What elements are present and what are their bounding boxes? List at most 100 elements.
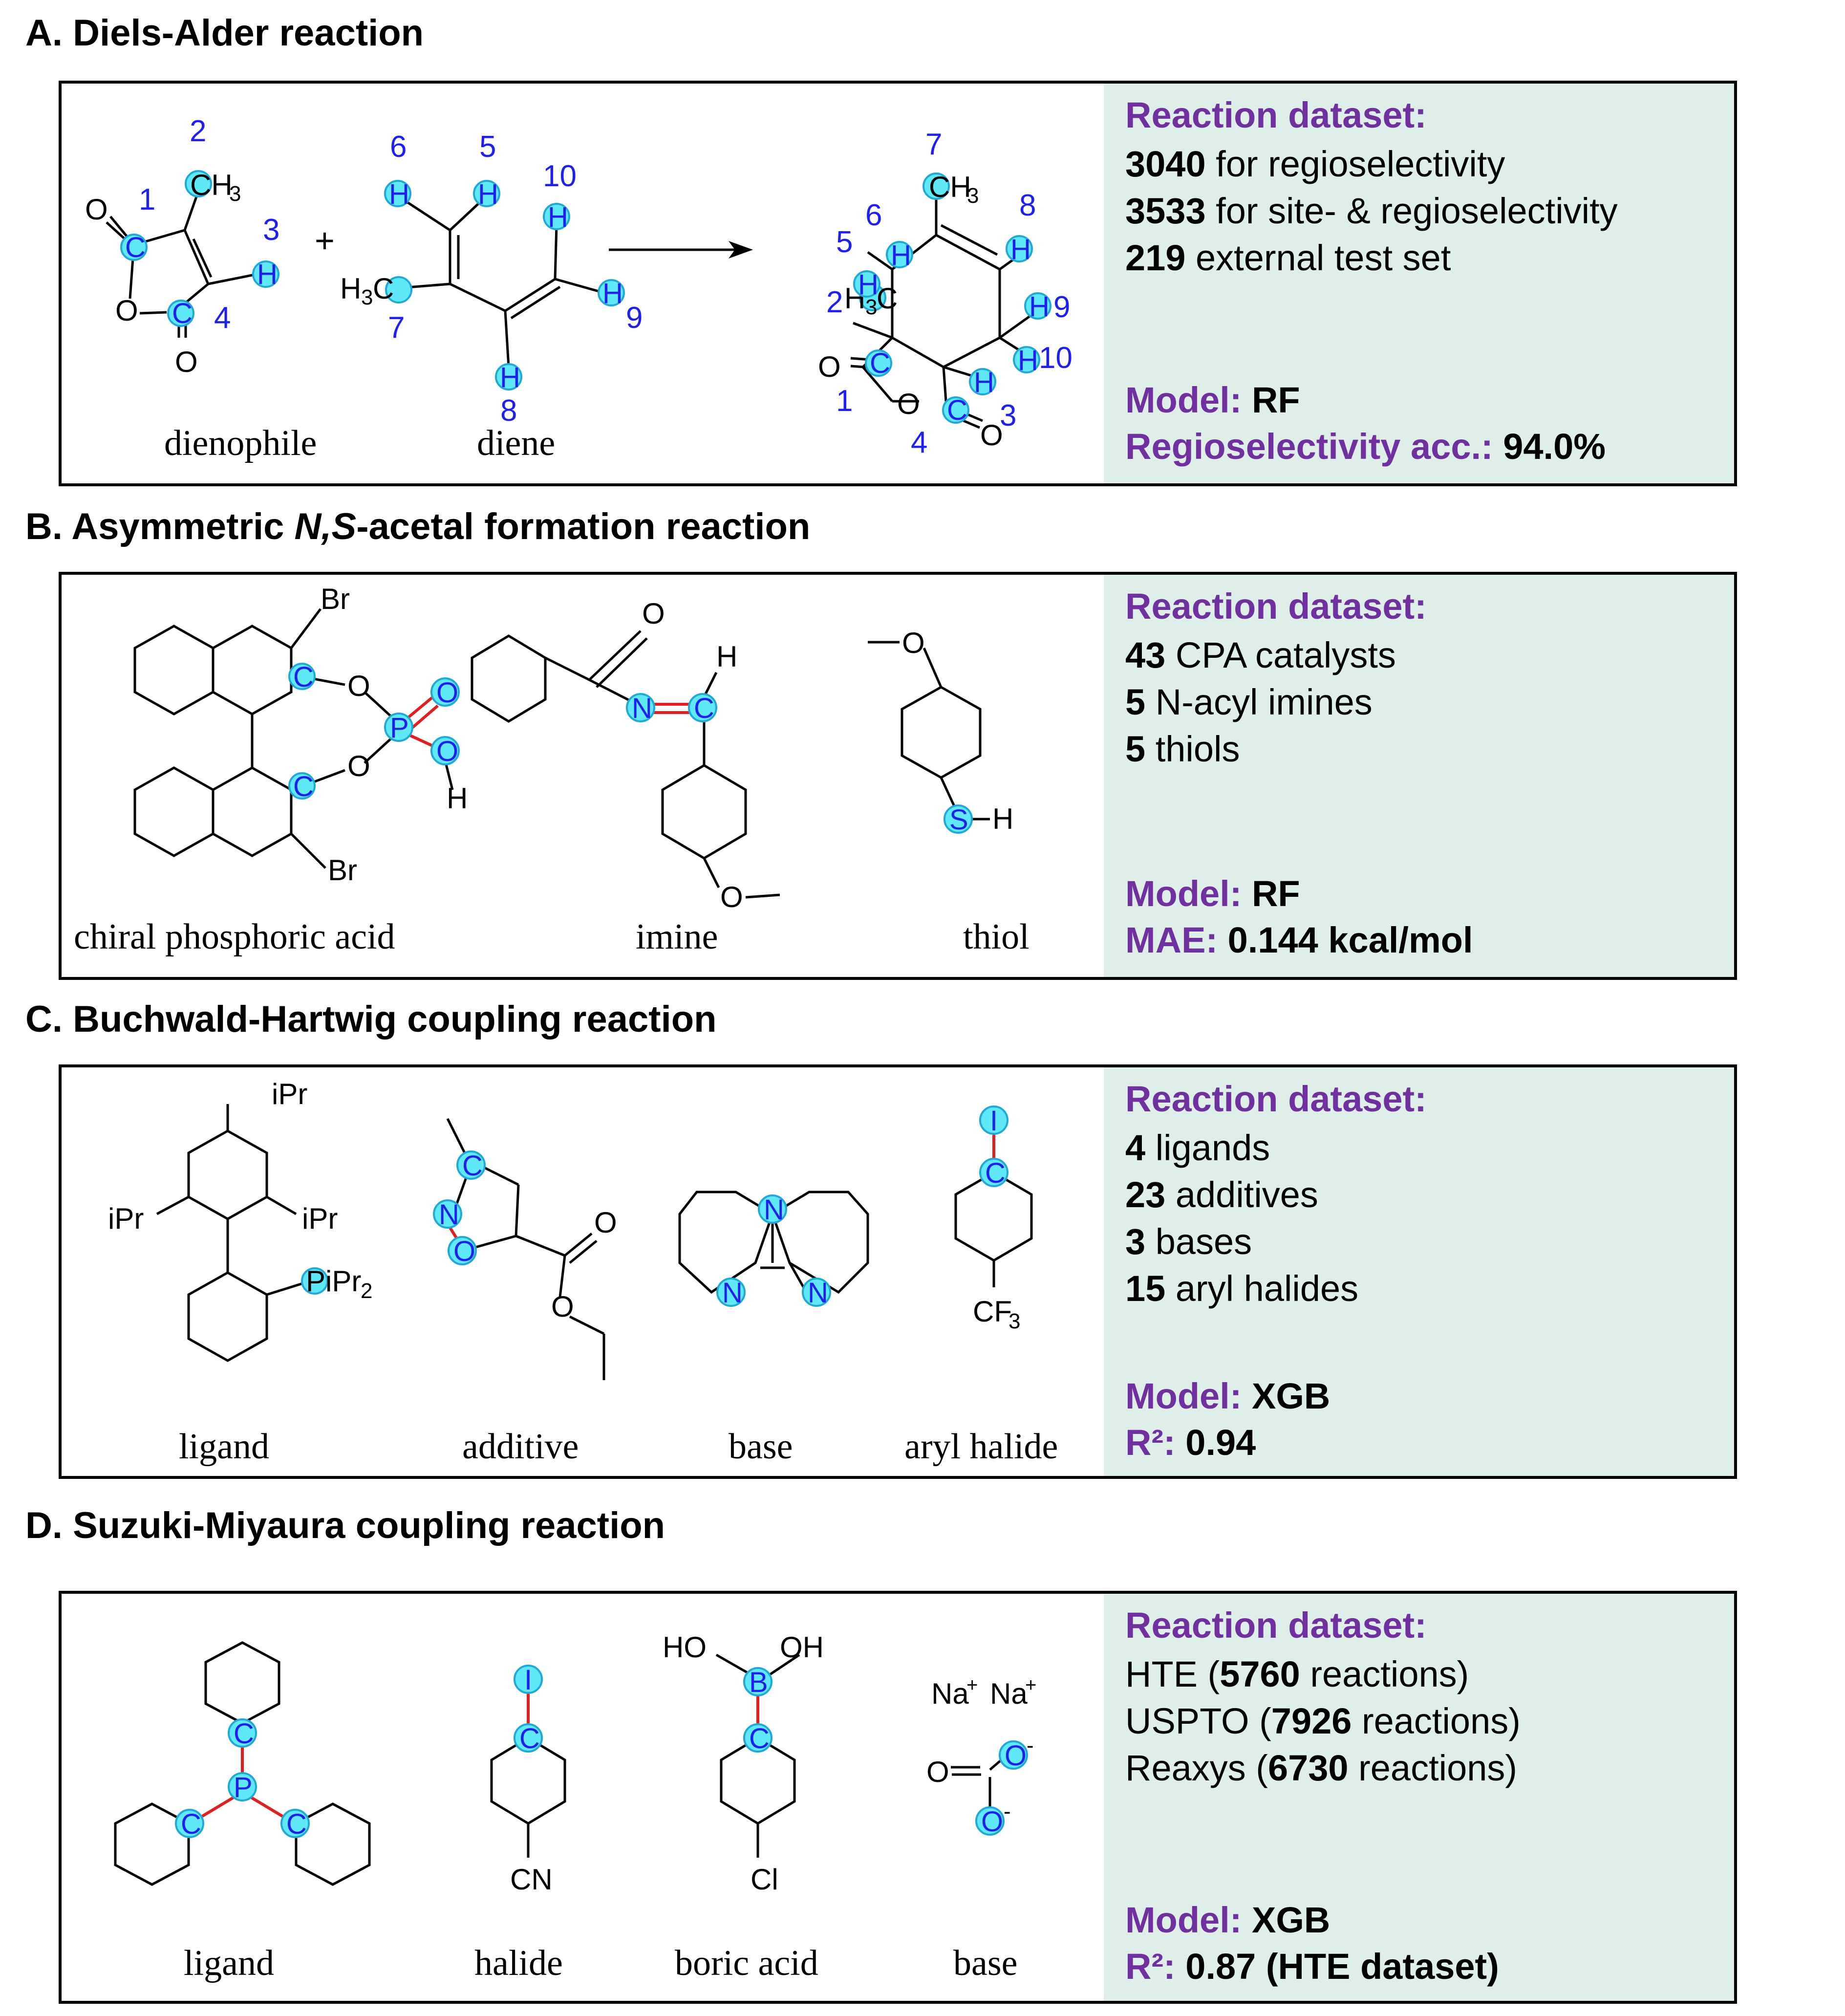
svg-text:Br: Br (328, 854, 357, 887)
model-line: Model: XGB (1125, 1376, 1330, 1416)
svg-text:3: 3 (967, 184, 979, 208)
svg-text:O: O (897, 388, 920, 420)
svg-text:O: O (347, 670, 370, 702)
svg-text:O: O (1005, 1740, 1027, 1772)
svg-text:Na: Na (990, 1677, 1028, 1710)
svg-text:H: H (500, 362, 520, 393)
dataset-line: 5 thiols (1125, 729, 1240, 769)
dataset-line: 4 ligands (1125, 1127, 1270, 1168)
svg-text:C: C (870, 347, 890, 379)
caption-chiral-phosphoric-acid: chiral phosphoric acid (74, 917, 395, 957)
model-line: Model: RF (1125, 873, 1300, 914)
svg-text:iPr: iPr (272, 1078, 307, 1110)
svg-text:7: 7 (388, 311, 405, 345)
dataset-heading: Reaction dataset: (1125, 95, 1427, 135)
dienophile-molecule: C C CH3 H O O O 1 2 3 4 (85, 114, 279, 378)
svg-text:3: 3 (361, 285, 373, 309)
svg-text:C: C (125, 232, 146, 263)
svg-text:3: 3 (229, 182, 241, 206)
bh-base-molecule: N N N (678, 1191, 869, 1309)
section-a-title: A. Diels-Alder reaction (25, 12, 424, 54)
svg-text:H: H (1010, 234, 1031, 265)
svg-text:O: O (642, 597, 665, 630)
additive-molecule: C N O O O (433, 1118, 617, 1380)
svg-text:H: H (340, 272, 361, 305)
caption-dienophile: dienophile (164, 423, 317, 463)
svg-text:P: P (234, 1772, 253, 1803)
dataset-line: 43 CPA catalysts (1125, 635, 1396, 675)
svg-text:O: O (594, 1206, 617, 1239)
caption-base: base (729, 1427, 793, 1467)
svg-text:Br: Br (321, 583, 350, 615)
svg-text:O: O (453, 1236, 475, 1267)
dataset-line: USPTO (7926 reactions) (1125, 1701, 1521, 1741)
svg-text:H: H (1018, 345, 1038, 376)
svg-text:9: 9 (626, 301, 643, 335)
dataset-box-c: Reaction dataset: 4 ligands 23 additives… (1104, 1067, 1734, 1476)
svg-text:O: O (818, 350, 841, 383)
dataset-box-b: Reaction dataset: 43 CPA catalysts 5 N-a… (1104, 575, 1734, 977)
caption-boric-acid: boric acid (675, 1943, 818, 1983)
svg-text:iPr: iPr (302, 1202, 338, 1235)
thiol-molecule: S O H (868, 627, 1013, 836)
metric-line: MAE: 0.144 kcal/mol (1125, 920, 1473, 960)
svg-text:H: H (974, 367, 994, 398)
svg-text:H: H (257, 259, 278, 290)
svg-text:C: C (373, 272, 394, 305)
svg-text:N: N (764, 1194, 784, 1226)
dataset-line: 219 external test set (1125, 238, 1451, 278)
svg-text:2: 2 (361, 1279, 372, 1303)
svg-text:4: 4 (214, 301, 231, 335)
svg-text:3: 3 (865, 295, 877, 319)
svg-text:5: 5 (836, 225, 853, 259)
svg-text:O: O (436, 736, 458, 767)
svg-text:9: 9 (1053, 290, 1070, 324)
section-d-title: D. Suzuki-Miyaura coupling reaction (25, 1505, 665, 1546)
svg-text:7: 7 (925, 128, 942, 161)
section-b-title: B. Asymmetric N,S-acetal formation react… (25, 506, 811, 547)
svg-text:C: C (462, 1150, 483, 1182)
svg-text:PiPr: PiPr (306, 1265, 361, 1298)
svg-text:OH: OH (780, 1631, 824, 1664)
svg-text:10: 10 (543, 159, 577, 193)
caption-aryl-halide: aryl halide (904, 1427, 1058, 1467)
svg-text:+: + (315, 221, 335, 260)
svg-text:I: I (990, 1105, 998, 1137)
svg-text:I: I (524, 1664, 532, 1696)
metric-line: R²: 0.94 (1125, 1422, 1256, 1463)
svg-text:1: 1 (836, 384, 853, 418)
svg-text:H: H (858, 269, 879, 301)
caption-imine: imine (636, 917, 718, 957)
chiral-phosphoric-acid-molecule: C C P O O O O Br Br H (133, 583, 468, 887)
svg-text:P: P (390, 712, 409, 744)
svg-text:C: C (947, 394, 967, 426)
svg-text:C: C (877, 282, 898, 315)
svg-text:CH: CH (929, 171, 971, 203)
svg-text:2: 2 (190, 114, 206, 148)
svg-text:Cl: Cl (751, 1863, 778, 1896)
svg-text:1: 1 (139, 183, 155, 217)
svg-text:+: + (966, 1674, 978, 1696)
svg-text:C: C (234, 1718, 254, 1750)
svg-text:5: 5 (479, 130, 496, 164)
svg-text:C: C (519, 1723, 540, 1755)
svg-text:6: 6 (390, 130, 407, 164)
svg-text:2: 2 (826, 285, 843, 319)
svg-text:CN: CN (510, 1863, 553, 1896)
dataset-line: 3040 for regioselectivity (1125, 144, 1505, 184)
svg-text:10: 10 (1039, 341, 1073, 375)
svg-text:CF: CF (973, 1295, 1012, 1328)
svg-text:O: O (720, 881, 743, 913)
svg-text:HO: HO (663, 1631, 707, 1664)
svg-text:iPr: iPr (108, 1202, 144, 1235)
dataset-line: HTE (5760 reactions) (1125, 1654, 1469, 1694)
caption-diene: diene (477, 423, 555, 463)
sm-ligand-molecule: C P C C (114, 1641, 371, 1886)
ns-acetal-scheme: C C P O O O O Br Br H (74, 583, 1030, 957)
caption-halide: halide (474, 1943, 563, 1983)
caption-ligand: ligand (184, 1943, 274, 1983)
svg-text:N: N (722, 1277, 743, 1309)
svg-text:C: C (293, 771, 314, 802)
sm-base-molecule: Na+ Na+ O O O - - (926, 1674, 1036, 1838)
